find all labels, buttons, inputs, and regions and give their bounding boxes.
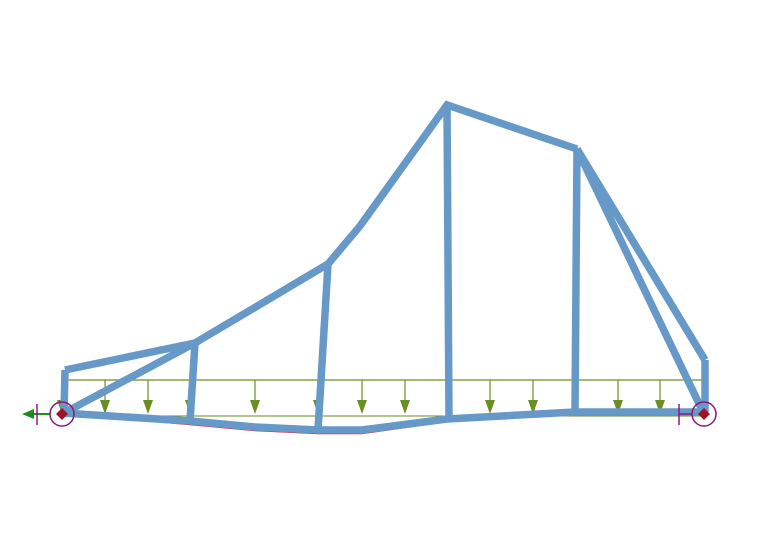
left-support <box>22 401 75 427</box>
arrow-down-icon <box>528 400 538 414</box>
pinned-support-icon <box>49 401 75 427</box>
vertical-3 <box>443 104 453 420</box>
top-chord <box>64 100 579 374</box>
right-support <box>678 401 717 427</box>
roller-support-icon <box>691 401 717 427</box>
arrow-down-icon <box>250 400 260 414</box>
support-node-left <box>56 408 68 420</box>
deformed-shape <box>61 103 705 435</box>
arrow-down-icon <box>100 400 110 414</box>
bottom-chord <box>61 408 705 434</box>
vertical-1 <box>186 342 199 422</box>
arrow-down-icon <box>143 400 153 414</box>
arrow-down-icon <box>613 400 623 414</box>
truss-members <box>60 100 709 434</box>
arrow-left-icon <box>22 409 34 419</box>
arrow-down-icon <box>400 400 410 414</box>
diagonal-right-outer <box>573 147 709 362</box>
arrow-down-icon <box>485 400 495 414</box>
arrow-down-icon <box>655 400 665 414</box>
diagonal-1 <box>62 339 197 417</box>
vertical-2 <box>314 263 332 431</box>
diagonal-right-inner <box>573 147 707 414</box>
left-end-post <box>60 369 69 414</box>
arrow-down-icon <box>357 400 367 414</box>
support-node-right <box>698 408 710 420</box>
vertical-4 <box>571 148 581 413</box>
